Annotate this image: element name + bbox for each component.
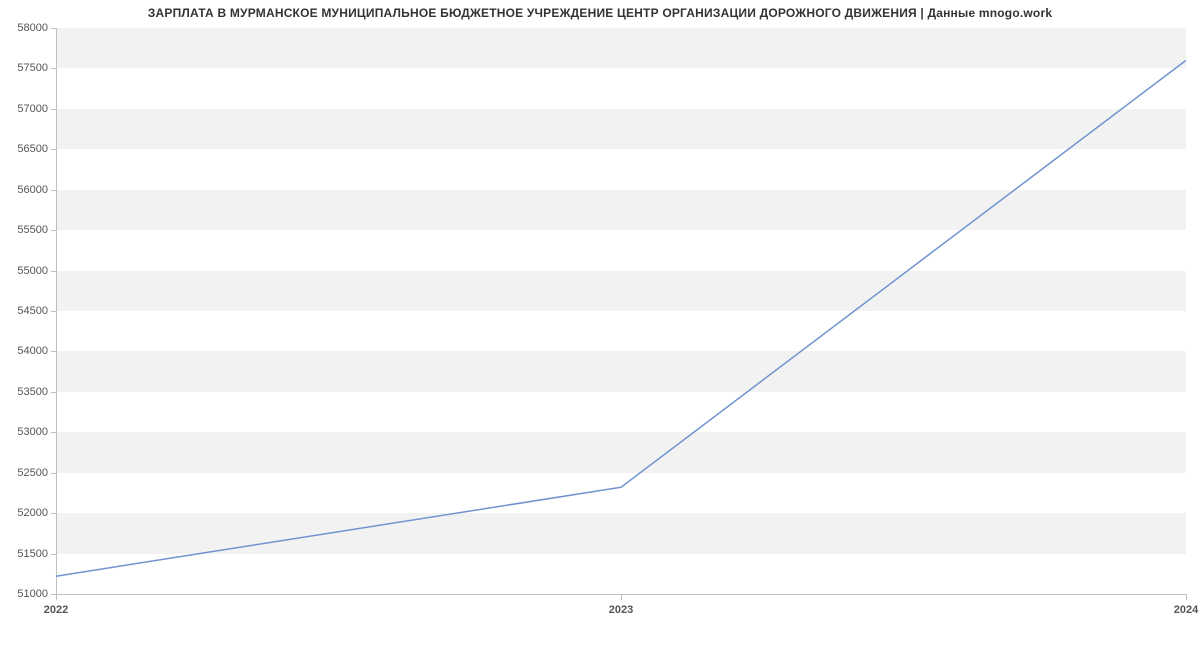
- y-tick-label: 58000: [17, 22, 56, 34]
- y-tick-label: 54000: [17, 345, 56, 357]
- y-tick-label: 54500: [17, 305, 56, 317]
- y-tick-label: 56000: [17, 184, 56, 196]
- y-tick-label: 55000: [17, 265, 56, 277]
- x-tick-label: 2024: [1174, 594, 1198, 616]
- y-tick-label: 55500: [17, 224, 56, 236]
- salary-chart: ЗАРПЛАТА В МУРМАНСКОЕ МУНИЦИПАЛЬНОЕ БЮДЖ…: [0, 0, 1200, 650]
- y-tick-label: 51500: [17, 548, 56, 560]
- y-tick-label: 53500: [17, 386, 56, 398]
- x-tick-label: 2023: [609, 594, 633, 616]
- x-tick-label: 2022: [44, 594, 68, 616]
- chart-title: ЗАРПЛАТА В МУРМАНСКОЕ МУНИЦИПАЛЬНОЕ БЮДЖ…: [0, 6, 1200, 20]
- plot-area: 5100051500520005250053000535005400054500…: [56, 28, 1186, 594]
- y-tick-label: 56500: [17, 143, 56, 155]
- y-tick-label: 53000: [17, 426, 56, 438]
- line-layer: [56, 28, 1186, 594]
- y-tick-label: 57500: [17, 62, 56, 74]
- series-salary: [56, 60, 1186, 576]
- y-tick-label: 52500: [17, 467, 56, 479]
- y-tick-label: 57000: [17, 103, 56, 115]
- y-tick-label: 52000: [17, 507, 56, 519]
